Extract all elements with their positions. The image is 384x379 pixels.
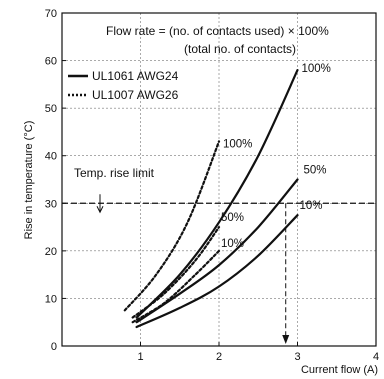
y-tick-label: 0 [51, 341, 57, 353]
legend-label-ul1061: UL1061 AWG24 [92, 69, 179, 83]
x-tick-label: 2 [216, 351, 222, 363]
curve-label-ul1061-awg24-100-: 100% [302, 63, 331, 75]
curve-label-ul1007-awg26-50-: 50% [221, 212, 244, 224]
y-axis-title: Rise in temperature (°C) [23, 121, 35, 240]
y-tick-label: 50 [45, 103, 57, 115]
temp-limit-arrow-head [96, 206, 104, 214]
legend: UL1061 AWG24 UL1007 AWG26 [68, 69, 179, 102]
series-curve-ul1061-awg24-100- [135, 69, 299, 319]
series-curve-ul1061-awg24-50- [135, 178, 299, 324]
x-tick-label: 3 [294, 351, 300, 363]
grid [62, 13, 376, 346]
legend-label-ul1007: UL1007 AWG26 [92, 88, 179, 102]
x-axis-title: Current flow (A) [301, 364, 378, 376]
flow-rate-denominator: (total no. of contacts) [184, 42, 296, 56]
y-tick-label: 20 [45, 246, 57, 258]
x-tick-label: 1 [137, 351, 143, 363]
series-curve-ul1061-awg24-10- [135, 214, 299, 329]
labels-layer: 100% 50% 10% 100% 50% 10% [221, 63, 331, 250]
y-tick-label: 40 [45, 151, 57, 163]
series-curve-ul1007-awg26-100- [123, 140, 221, 312]
series-curve-ul1007-awg26-50- [131, 226, 221, 319]
curve-label-ul1007-awg26-100-: 100% [223, 138, 252, 150]
marked-current-arrowhead [282, 335, 290, 344]
y-tick-label: 30 [45, 198, 57, 210]
y-tick-label: 60 [45, 56, 57, 68]
y-tick-label: 10 [45, 293, 57, 305]
y-tick-label: 70 [45, 8, 57, 20]
flow-rate-formula: Flow rate = (no. of contacts used) × 100… [106, 24, 329, 38]
curve-label-ul1061-awg24-50-: 50% [304, 165, 327, 177]
series-curve-ul1007-awg26-10- [131, 249, 221, 324]
x-tick-label: 4 [373, 351, 379, 363]
series-layer [123, 69, 299, 329]
curve-label-ul1007-awg26-10-: 10% [221, 238, 244, 250]
temp-limit-layer [62, 194, 376, 344]
curve-label-ul1061-awg24-10-: 10% [300, 200, 323, 212]
temp-limit-label: Temp. rise limit [74, 166, 155, 180]
axes: 0 10 20 30 40 50 60 70 1 2 3 4 [45, 8, 379, 363]
